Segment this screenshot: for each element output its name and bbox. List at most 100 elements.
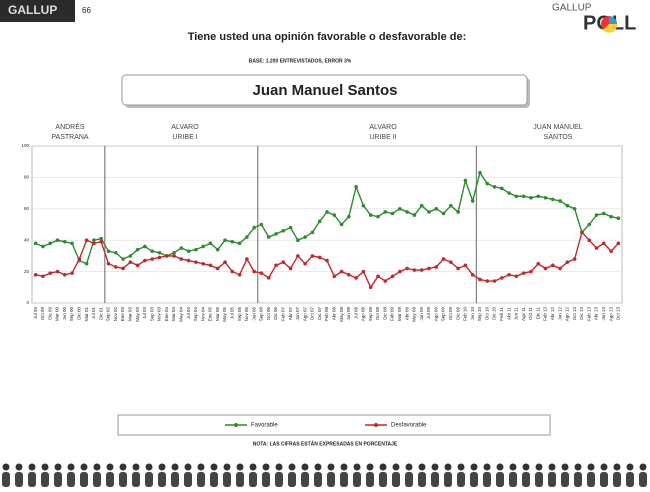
data-point	[492, 185, 497, 189]
person-head	[67, 463, 75, 471]
person-head	[444, 463, 452, 471]
logo: GALLUP	[8, 3, 57, 17]
x-tick-label: Oct 12	[572, 307, 577, 321]
data-point	[405, 266, 409, 271]
x-tick-label: Sep 10	[477, 307, 482, 322]
person-body	[106, 472, 114, 487]
person-head	[275, 463, 283, 471]
period-label: ALVARO	[369, 124, 397, 131]
person-head	[2, 463, 10, 471]
x-tick-label: Dic 07	[317, 307, 322, 320]
person-body	[28, 472, 36, 487]
x-tick-label: Sep 06	[259, 307, 264, 322]
data-point	[609, 249, 613, 253]
person-head	[197, 463, 205, 471]
x-tick-label: Feb 10	[463, 307, 468, 322]
x-tick-label: Sep 03	[149, 307, 154, 322]
person-head	[210, 463, 218, 471]
person-body	[496, 472, 504, 487]
data-point	[419, 268, 424, 272]
legend-box	[117, 414, 551, 436]
x-tick-label: Nov 03	[157, 307, 162, 322]
data-point	[325, 210, 329, 214]
data-point	[208, 241, 213, 246]
data-point	[427, 266, 431, 271]
data-point	[565, 260, 570, 264]
person-body	[340, 472, 348, 487]
person-body	[444, 472, 452, 487]
data-point	[55, 238, 60, 242]
data-point	[77, 257, 82, 261]
person-body	[587, 472, 595, 487]
person-body	[236, 472, 244, 487]
person-body	[639, 472, 647, 487]
data-point	[601, 211, 606, 216]
x-tick-label: Jul 04	[186, 307, 191, 320]
person-head	[613, 463, 621, 471]
x-tick-label: Dic 06	[273, 307, 278, 320]
note: NOTA: LAS CIFRAS ESTÁN EXPRESADAS EN POR…	[253, 440, 398, 447]
data-point	[332, 213, 337, 217]
x-tick-label: Jun 10	[470, 307, 475, 321]
data-point	[201, 244, 205, 249]
data-point	[157, 250, 162, 255]
person-body	[431, 472, 439, 487]
person-head	[600, 463, 608, 471]
period-label: PASTRANA	[51, 134, 89, 141]
x-tick-label: Jun 09	[419, 307, 424, 321]
data-point	[41, 274, 45, 279]
period-label: SANTOS	[544, 134, 573, 141]
data-point	[529, 196, 533, 200]
data-point	[296, 238, 300, 242]
data-point	[485, 181, 490, 186]
data-point	[427, 210, 431, 214]
person-body	[561, 472, 569, 487]
person-head	[106, 463, 114, 471]
data-point	[266, 276, 271, 280]
person-head	[236, 463, 244, 471]
data-point	[259, 222, 264, 227]
data-point	[55, 269, 60, 274]
x-tick-label: Dic 12	[579, 307, 584, 320]
person-body	[600, 472, 608, 487]
data-point	[252, 225, 256, 230]
y-tick-label: 40	[24, 237, 30, 242]
data-point	[33, 272, 38, 277]
person-head	[184, 463, 192, 471]
person-head	[457, 463, 465, 471]
chart-title: Tiene usted una opinión favorable o desf…	[188, 31, 467, 43]
person-body	[67, 472, 75, 487]
person-body	[327, 472, 335, 487]
person-head	[366, 463, 374, 471]
data-point	[237, 272, 242, 277]
x-tick-label: Ago 12	[565, 307, 570, 322]
x-tick-label: Nov 04	[200, 307, 205, 322]
x-tick-label: Ago 13	[608, 307, 613, 322]
data-point	[441, 257, 446, 261]
person-head	[496, 463, 504, 471]
data-point	[376, 214, 380, 219]
person-body	[41, 472, 49, 487]
data-point	[412, 268, 417, 272]
data-point	[500, 276, 504, 280]
data-point	[245, 235, 249, 239]
data-point	[478, 170, 482, 175]
y-tick-label: 20	[24, 269, 30, 274]
data-point	[230, 269, 235, 274]
data-point	[376, 274, 380, 279]
data-point	[150, 257, 154, 261]
person-body	[626, 472, 634, 487]
x-tick-label: Ene 03	[120, 307, 125, 322]
x-tick-label: May 03	[135, 307, 140, 322]
data-point	[92, 238, 96, 242]
data-point	[274, 232, 278, 236]
person-head	[522, 463, 530, 471]
data-point	[558, 266, 562, 271]
data-point	[470, 199, 475, 203]
x-tick-label: Nov 05	[244, 307, 249, 322]
data-point	[368, 213, 373, 217]
data-point	[223, 238, 227, 242]
legend-label: Desfavorable	[391, 423, 427, 429]
person-body	[470, 472, 478, 487]
person-body	[197, 472, 205, 487]
